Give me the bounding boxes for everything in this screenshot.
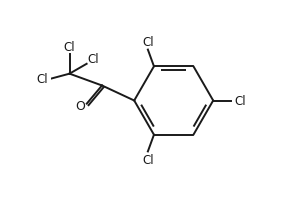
Text: Cl: Cl: [37, 73, 48, 86]
Text: Cl: Cl: [234, 95, 246, 107]
Text: O: O: [75, 100, 85, 113]
Text: Cl: Cl: [64, 40, 75, 53]
Text: Cl: Cl: [142, 36, 154, 49]
Text: Cl: Cl: [142, 153, 154, 166]
Text: Cl: Cl: [88, 53, 99, 66]
